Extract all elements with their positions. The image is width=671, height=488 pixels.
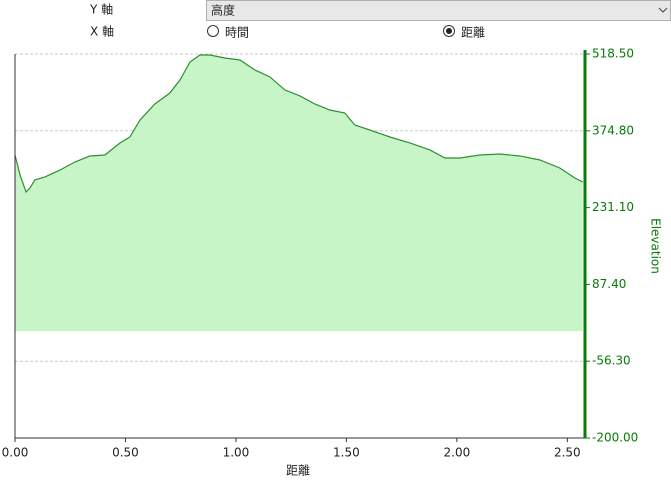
x-tick-label: 0.50: [112, 446, 139, 460]
x-tick-label: 2.50: [554, 446, 581, 460]
x-tick-label: 2.00: [444, 446, 471, 460]
y-tick-label: 518.50: [592, 47, 634, 61]
area-fill: [15, 55, 583, 332]
radio-button[interactable]: [207, 25, 219, 37]
y-tick-label: 374.80: [592, 123, 634, 137]
radio-dot: [446, 28, 452, 34]
x-tick-label: 1.50: [333, 446, 360, 460]
radio-label[interactable]: 時間: [225, 26, 249, 40]
x-tick-label: 0.00: [2, 446, 29, 460]
y-axis-dropdown[interactable]: [206, 0, 671, 21]
x-axis-label: X 軸: [90, 25, 114, 39]
x-axis-title: 距離: [286, 464, 310, 478]
dropdown-value: 高度: [211, 3, 235, 18]
y-tick-label: 231.10: [592, 200, 634, 214]
x-tick-label: 1.00: [223, 446, 250, 460]
y-tick-label: -56.30: [592, 354, 631, 368]
y-axis-label: Y 軸: [89, 3, 113, 17]
y-tick-label: 87.40: [592, 277, 626, 291]
y-tick-label: -200.00: [592, 431, 638, 445]
radio-label[interactable]: 距離: [461, 26, 485, 40]
line: [14, 54, 584, 194]
dropdown-chevron: [658, 7, 668, 13]
y-axis-title: Elevation: [649, 218, 663, 274]
